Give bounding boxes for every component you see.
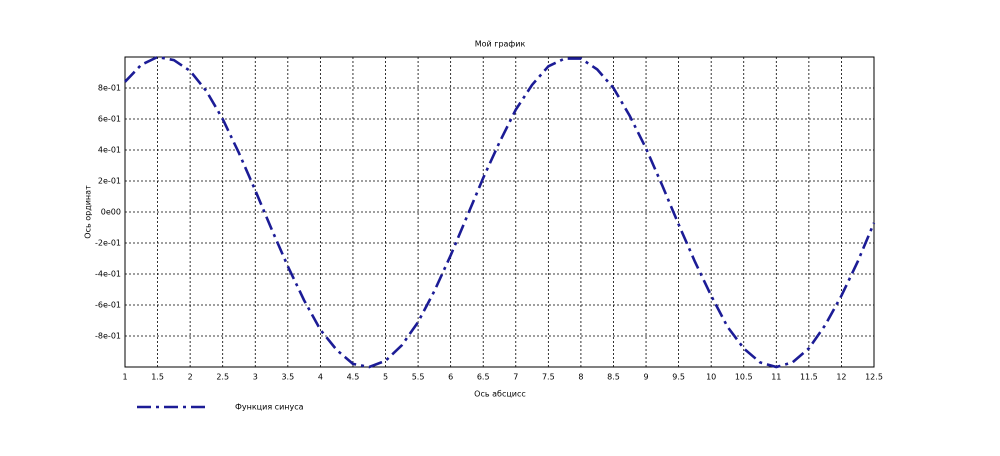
- x-tick-label: 2.5: [216, 373, 229, 382]
- x-tick-label: 5.5: [412, 373, 425, 382]
- x-tick-label: 10: [706, 373, 716, 382]
- x-tick-label: 4.5: [347, 373, 360, 382]
- x-tick-label: 1: [122, 373, 127, 382]
- x-tick-label: 9.5: [672, 373, 685, 382]
- x-tick-label: 3.5: [281, 373, 294, 382]
- x-tick-label: 2: [188, 373, 193, 382]
- x-tick-label: 6: [448, 373, 453, 382]
- legend-label: Функция синуса: [235, 403, 304, 412]
- x-tick-label: 7.5: [542, 373, 555, 382]
- x-tick-label: 12.5: [865, 373, 883, 382]
- series-line: [124, 55, 876, 369]
- y-tick-label: -2e-01: [95, 239, 121, 248]
- x-tick-label: 8: [578, 373, 583, 382]
- y-tick-label: 6e-01: [98, 115, 121, 124]
- x-tick-label: 8.5: [607, 373, 620, 382]
- x-tick-label: 6.5: [477, 373, 490, 382]
- y-tick-label: 8e-01: [98, 84, 121, 93]
- x-tick-label: 7: [513, 373, 518, 382]
- y-tick-label: 4e-01: [98, 146, 121, 155]
- x-tick-label: 1.5: [151, 373, 164, 382]
- x-tick-label: 11.5: [800, 373, 818, 382]
- y-tick-label: 0e00: [101, 208, 121, 217]
- x-tick-label: 4: [318, 373, 323, 382]
- x-tick-label: 9: [643, 373, 648, 382]
- y-axis-label: Ось ординат: [84, 185, 93, 239]
- plot-frame: [124, 56, 875, 368]
- y-tick-label: -6e-01: [95, 301, 121, 310]
- x-tick-label: 12: [836, 373, 846, 382]
- x-axis-label: Ось абсцисс: [474, 390, 526, 399]
- y-tick-label: -8e-01: [95, 332, 121, 341]
- y-tick-label: -4e-01: [95, 270, 121, 279]
- x-tick-label: 5: [383, 373, 388, 382]
- x-tick-label: 3: [253, 373, 258, 382]
- x-tick-label: 11: [771, 373, 781, 382]
- x-tick-label: 10.5: [735, 373, 753, 382]
- y-tick-label: 2e-01: [98, 177, 121, 186]
- chart-title: Мой график: [475, 40, 526, 49]
